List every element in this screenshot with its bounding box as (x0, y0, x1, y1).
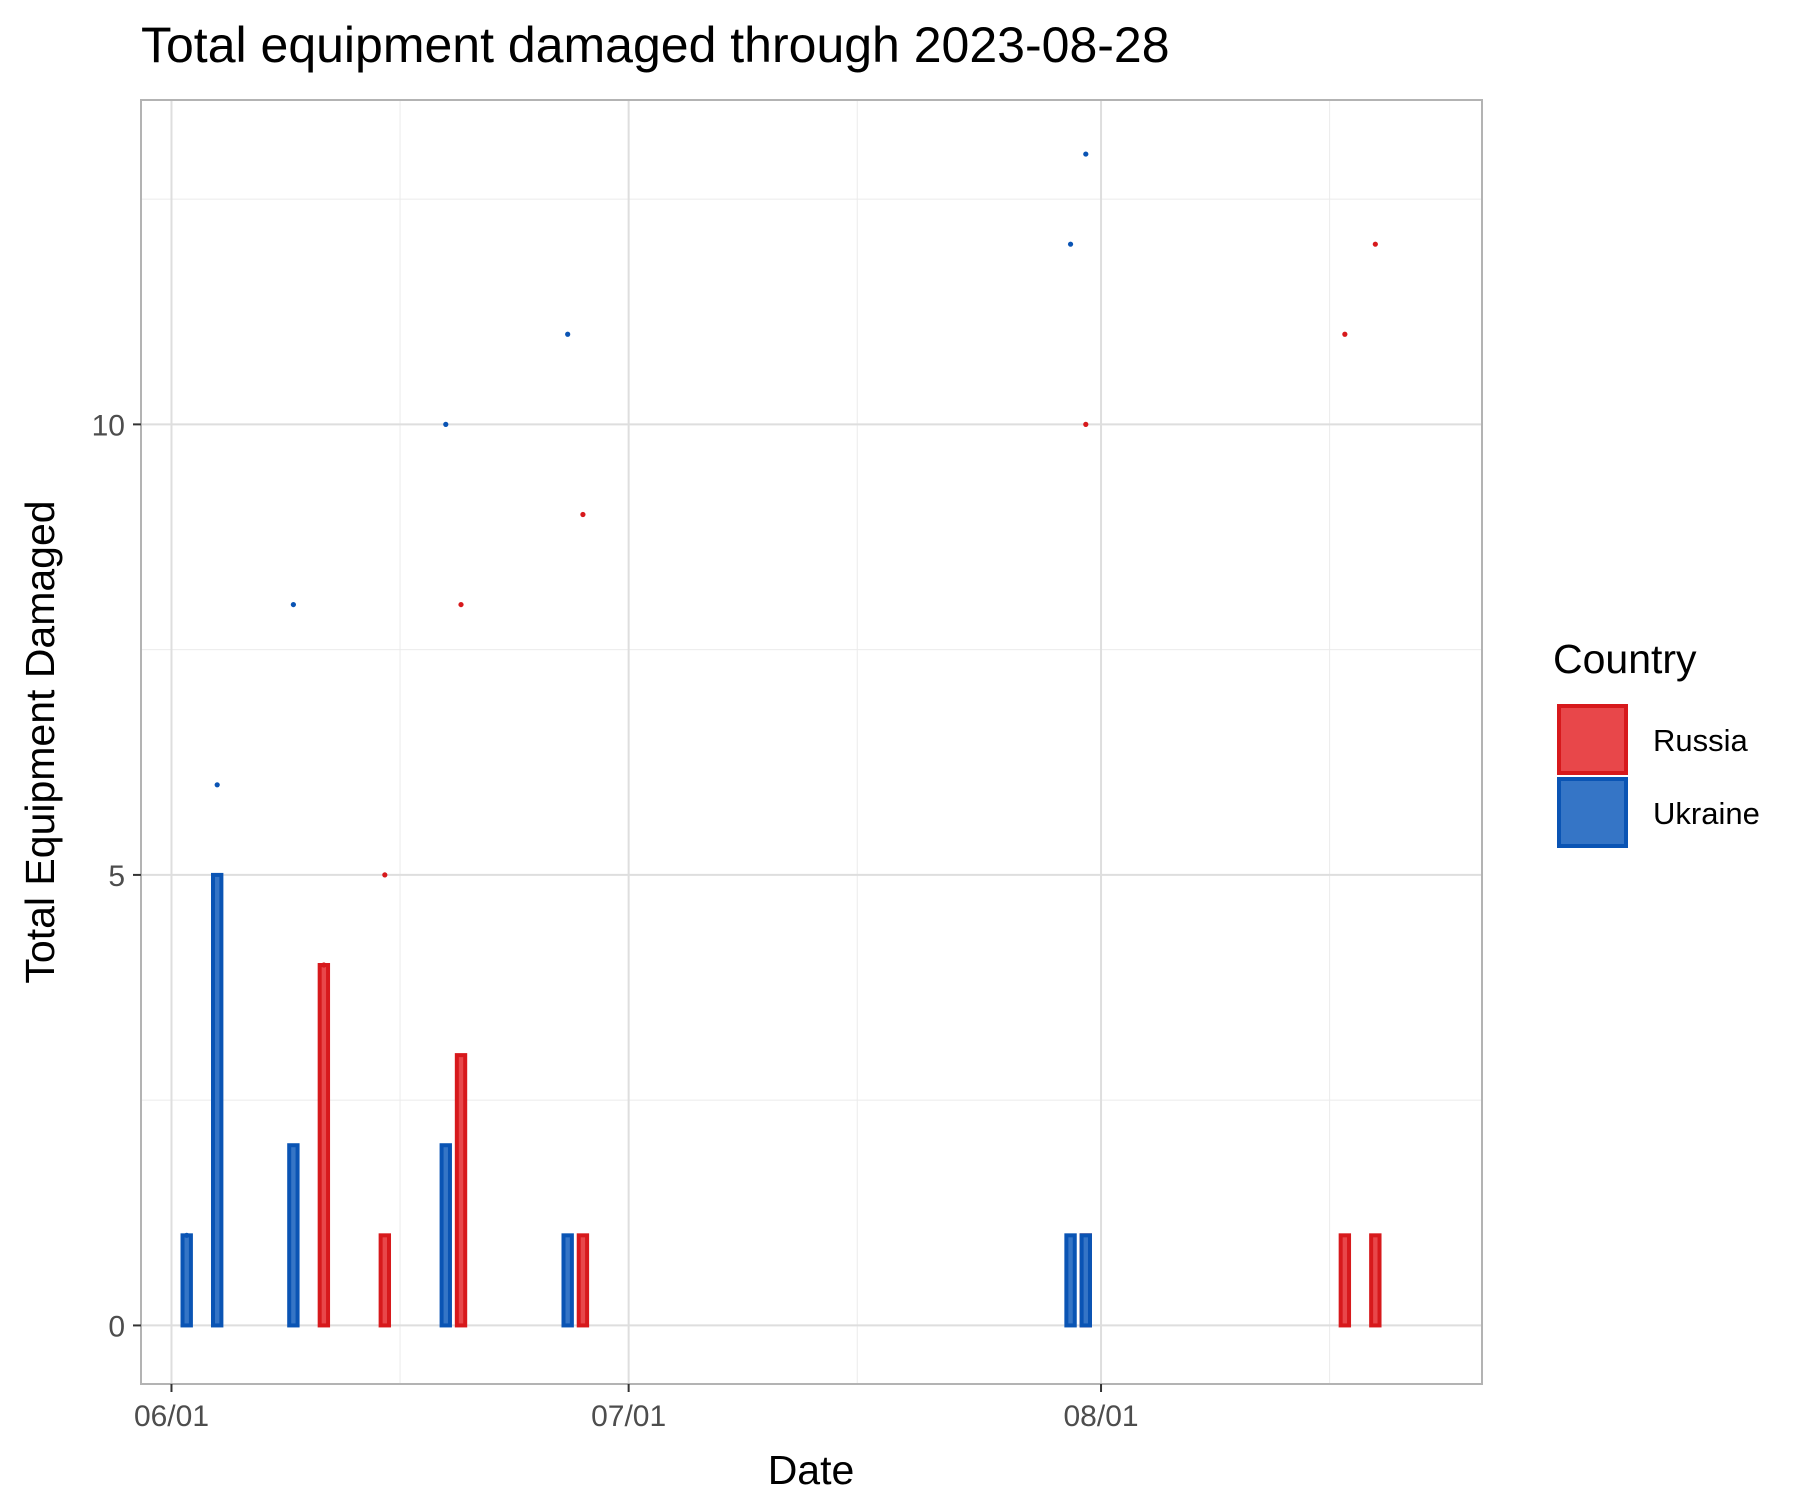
legend-key-russia (1557, 704, 1628, 775)
plot-panel-border (140, 99, 1483, 1385)
major-gridlines (141, 100, 1482, 1384)
ukraine-cumulative-point (1067, 241, 1074, 247)
ukraine-bar (1079, 1233, 1092, 1328)
x-tick-label: 07/01 (591, 1400, 666, 1433)
legend: Country Russia Ukraine (1553, 636, 1760, 848)
x-tick-label: 06/01 (134, 1400, 209, 1433)
legend-label-russia: Russia (1653, 723, 1749, 758)
minor-gridlines (141, 100, 1482, 1384)
y-axis-title: Total Equipment Damaged (17, 500, 63, 983)
russia-bar (378, 1233, 392, 1328)
russia-cumulative-point (1372, 241, 1378, 247)
y-tick-label: 0 (108, 1310, 125, 1343)
ukraine-bar (211, 872, 224, 1328)
ukraine-cumulative-point (443, 421, 449, 427)
chart-title: Total equipment damaged through 2023-08-… (141, 17, 1170, 73)
ukraine-bar (287, 1143, 300, 1328)
russia-bar (454, 1053, 468, 1328)
russia-cumulative-point (321, 962, 327, 968)
y-axis-ticks: 0 5 10 (92, 409, 141, 1343)
ukraine-cumulative-point (290, 601, 296, 608)
bar-layer (180, 872, 1382, 1328)
ukraine-cumulative-point (214, 782, 220, 788)
x-axis-title: Date (768, 1447, 855, 1493)
russia-bar (1338, 1233, 1352, 1328)
russia-cumulative-point (458, 601, 464, 608)
russia-bar (317, 963, 331, 1328)
russia-cumulative-point (1083, 421, 1089, 427)
ukraine-bar (180, 1233, 193, 1328)
legend-key-ukraine (1557, 777, 1628, 848)
cumulative-point-layer (184, 151, 1378, 1238)
x-tick-label: 08/01 (1063, 1400, 1138, 1433)
legend-items: Russia Ukraine (1557, 704, 1760, 848)
y-tick-label: 10 (92, 409, 125, 442)
legend-title: Country (1553, 636, 1697, 682)
legend-label-ukraine: Ukraine (1653, 796, 1760, 831)
russia-cumulative-point (1342, 331, 1348, 337)
y-tick-label: 5 (108, 860, 125, 893)
russia-cumulative-point (580, 511, 586, 518)
ukraine-cumulative-point (565, 331, 571, 337)
ukraine-bar (1064, 1233, 1077, 1328)
ukraine-cumulative-point (184, 1232, 190, 1238)
x-axis-ticks: 06/01 07/01 08/01 (134, 1384, 1139, 1433)
ukraine-bar (439, 1143, 452, 1328)
russia-bar (1369, 1233, 1382, 1328)
russia-bar (576, 1233, 590, 1328)
russia-cumulative-point (382, 872, 388, 878)
ukraine-cumulative-point (1083, 151, 1089, 157)
ukraine-bar (561, 1233, 574, 1328)
